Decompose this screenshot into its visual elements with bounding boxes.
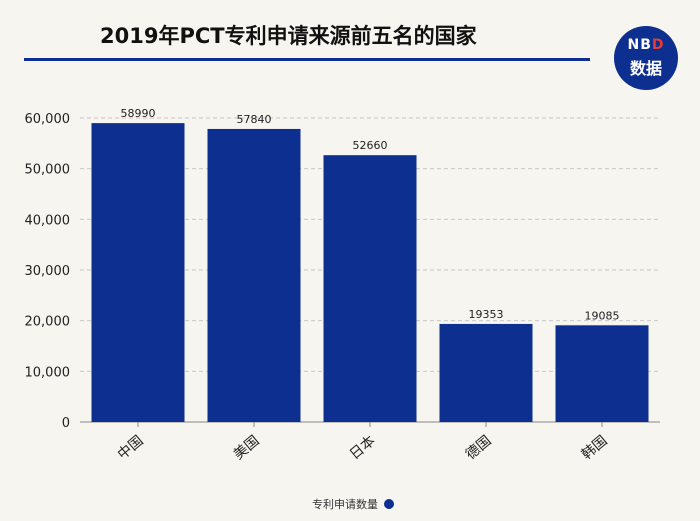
bar <box>323 155 417 422</box>
x-tick-label: 中国 <box>115 433 147 463</box>
y-tick-label: 60,000 <box>25 112 71 127</box>
legend-swatch <box>384 499 394 509</box>
x-tick-label: 韩国 <box>579 433 611 463</box>
data-label: 52660 <box>353 139 388 152</box>
data-label: 19085 <box>585 309 620 322</box>
logo-text-top: NBD <box>627 37 665 53</box>
bar <box>555 325 649 422</box>
x-tick-label: 日本 <box>347 433 379 463</box>
bar <box>207 128 301 422</box>
logo-text-bottom: 数据 <box>629 59 662 78</box>
bar <box>439 323 533 422</box>
legend: 专利申请数量 <box>312 496 394 512</box>
legend-label: 专利申请数量 <box>312 498 378 511</box>
y-tick-label: 30,000 <box>25 264 71 279</box>
page-title: 2019年PCT专利申请来源前五名的国家 <box>100 24 477 48</box>
y-tick-label: 40,000 <box>25 213 71 228</box>
data-label: 58990 <box>121 107 156 120</box>
y-tick-label: 20,000 <box>25 315 71 330</box>
y-tick-label: 0 <box>62 416 70 431</box>
nbd-logo: NBD 数据 <box>614 26 678 90</box>
x-tick-label: 德国 <box>463 433 495 463</box>
title-underline <box>24 58 590 61</box>
y-tick-label: 50,000 <box>25 163 71 178</box>
y-tick-label: 10,000 <box>25 365 71 380</box>
data-label: 57840 <box>237 113 272 126</box>
data-label: 19353 <box>469 308 504 321</box>
x-tick-label: 美国 <box>231 433 263 463</box>
bar <box>91 123 185 422</box>
